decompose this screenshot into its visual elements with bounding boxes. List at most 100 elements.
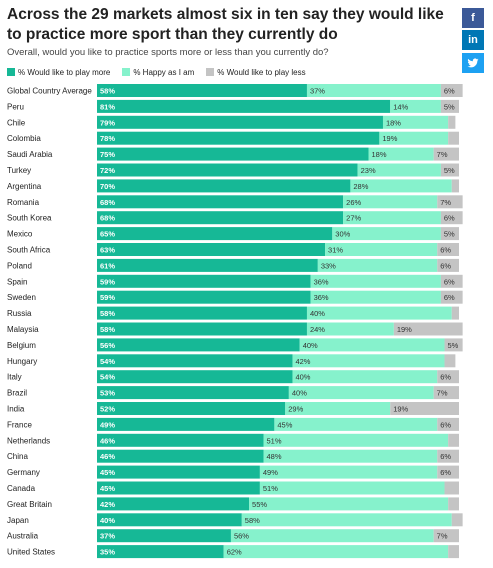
- data-label: 18%: [372, 150, 387, 159]
- bar-segment: [451, 179, 459, 193]
- bar-segment: [97, 433, 264, 447]
- data-label: 45%: [277, 420, 292, 429]
- bar-segment: [437, 370, 459, 384]
- bar-segment: [393, 322, 463, 336]
- bar-segment: [437, 258, 459, 272]
- chart-row: Malaysia 58% 24% 19%: [7, 322, 463, 336]
- legend: % Would like to play more % Happy as I a…: [7, 66, 318, 78]
- data-label: 68%: [100, 198, 115, 207]
- data-label: 75%: [100, 150, 115, 159]
- chart-row: Spain 59% 36% 6%: [7, 274, 463, 288]
- bar-segment: [263, 433, 449, 447]
- chart-row: Argentina 70% 28%: [7, 179, 459, 193]
- data-label: 40%: [295, 373, 310, 382]
- data-label: 36%: [314, 277, 329, 286]
- data-label: 31%: [328, 246, 343, 255]
- bar-segment: [437, 465, 459, 479]
- bar-segment: [440, 163, 459, 177]
- bar-segment: [448, 115, 456, 129]
- bar-segment: [325, 243, 438, 256]
- data-label: 6%: [440, 420, 451, 429]
- legend-item-more: % Would like to play more: [7, 68, 110, 77]
- data-label: 6%: [440, 452, 451, 461]
- category-label: Hungary: [7, 357, 37, 366]
- stacked-bar-chart: Global Country Average 58% 37% 6% Peru 81% 14%…: [7, 84, 463, 559]
- linkedin-share-button[interactable]: in: [462, 30, 484, 50]
- chart-row: Canada 45% 51%: [7, 481, 459, 495]
- category-label: South Africa: [7, 246, 51, 255]
- bar-segment: [259, 481, 445, 495]
- category-label: Sweden: [7, 293, 36, 302]
- bar-segment: [357, 163, 441, 177]
- bar-segment: [317, 258, 438, 272]
- chart-row: France 49% 45% 6%: [7, 417, 459, 431]
- data-label: 40%: [292, 389, 307, 398]
- data-label: 59%: [100, 293, 115, 302]
- data-label: 65%: [100, 230, 115, 239]
- chart-row: Global Country Average 58% 37% 6%: [7, 84, 463, 97]
- bar-segment: [97, 354, 293, 368]
- bar-segment: [368, 147, 434, 161]
- data-label: 58%: [100, 309, 115, 318]
- bar-segment: [451, 513, 463, 527]
- data-label: 68%: [100, 214, 115, 223]
- legend-item-less: % Would like to play less: [206, 68, 306, 77]
- data-label: 7%: [437, 389, 448, 398]
- chart-row: Japan 40% 58%: [7, 513, 463, 527]
- data-label: 5%: [444, 230, 455, 239]
- category-label: Chile: [7, 118, 26, 127]
- bar-segment: [97, 211, 344, 225]
- data-label: 6%: [444, 87, 455, 96]
- category-label: Belgium: [7, 341, 36, 350]
- data-label: 51%: [263, 484, 278, 493]
- data-label: 58%: [100, 325, 115, 334]
- data-label: 56%: [234, 532, 249, 541]
- data-label: 19%: [382, 134, 397, 143]
- twitter-share-button[interactable]: [462, 53, 484, 73]
- data-label: 81%: [100, 102, 115, 111]
- category-label: Netherlands: [7, 436, 50, 445]
- category-label: Global Country Average: [7, 87, 92, 96]
- data-label: 6%: [444, 293, 455, 302]
- chart-row: Mexico 65% 30% 5%: [7, 227, 459, 241]
- facebook-icon: f: [471, 12, 475, 24]
- legend-label-happy: % Happy as I am: [133, 67, 195, 77]
- bar-segment: [223, 545, 449, 559]
- bar-segment: [97, 529, 231, 543]
- bar-segment: [444, 338, 463, 352]
- category-label: Canada: [7, 484, 36, 493]
- bar-segment: [97, 195, 344, 209]
- category-label: Germany: [7, 468, 40, 477]
- bar-segment: [306, 322, 394, 336]
- data-label: 36%: [314, 293, 329, 302]
- bar-segment: [97, 481, 260, 495]
- bar-segment: [440, 274, 463, 288]
- bar-segment: [97, 243, 326, 256]
- chart-row: South Korea 68% 27% 6%: [7, 211, 463, 225]
- category-label: Argentina: [7, 182, 42, 191]
- bar-segment: [97, 513, 242, 527]
- bar-segment: [379, 131, 449, 145]
- category-label: Brazil: [7, 389, 27, 398]
- data-label: 33%: [321, 261, 336, 270]
- bar-segment: [433, 529, 459, 543]
- data-label: 40%: [303, 341, 318, 350]
- chart-subtitle: Overall, would you like to practice spor…: [7, 47, 329, 58]
- bar-segment: [451, 306, 459, 320]
- category-label: Turkey: [7, 166, 31, 175]
- bar-segment: [97, 338, 300, 352]
- bar-segment: [433, 386, 459, 400]
- data-label: 51%: [267, 436, 282, 445]
- chart-row: Hungary 54% 42%: [7, 354, 456, 368]
- data-label: 52%: [100, 405, 115, 414]
- category-label: Japan: [7, 516, 29, 525]
- data-label: 6%: [440, 373, 451, 382]
- facebook-share-button[interactable]: f: [462, 8, 484, 28]
- data-label: 79%: [100, 118, 115, 127]
- data-label: 59%: [100, 277, 115, 286]
- category-label: Malaysia: [7, 325, 39, 334]
- data-label: 78%: [100, 134, 115, 143]
- data-label: 14%: [393, 102, 408, 111]
- data-label: 61%: [100, 261, 115, 270]
- data-label: 7%: [437, 532, 448, 541]
